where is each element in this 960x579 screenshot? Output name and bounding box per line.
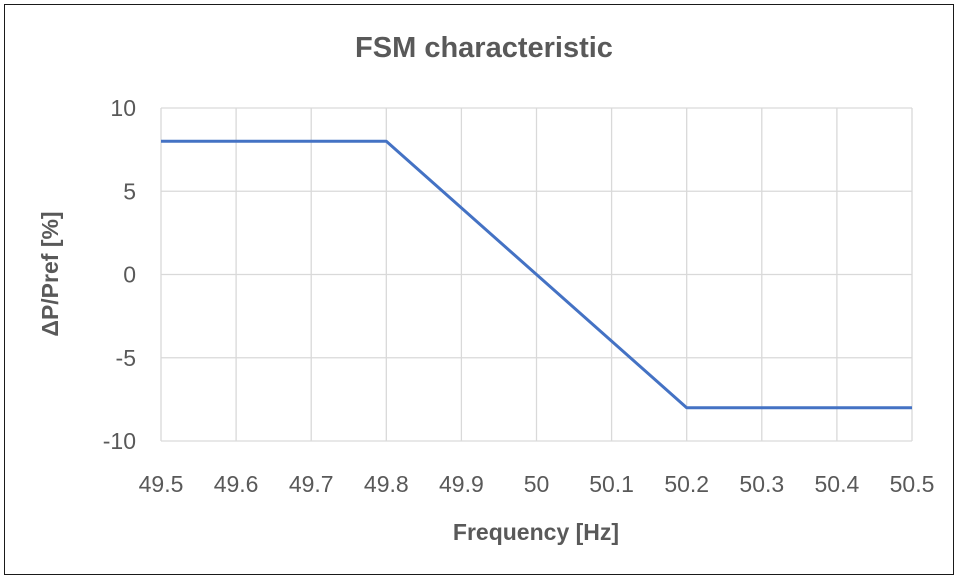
y-tick-label: -5: [116, 345, 136, 371]
x-axis-ticks: 49.5 49.6 49.7 49.8 49.9 50 50.1 50.2 50.3 50.4 50…: [139, 471, 935, 497]
series-layer: [161, 139, 912, 410]
y-tick-label: -10: [103, 428, 136, 454]
x-tick-label: 50: [524, 471, 550, 497]
x-tick-label: 49.8: [364, 471, 409, 497]
x-tick-label: 49.6: [214, 471, 259, 497]
series-line: [161, 139, 912, 410]
y-tick-label: 10: [110, 95, 136, 121]
chart-frame: [4, 4, 954, 575]
x-tick-label: 50.2: [664, 471, 709, 497]
y-tick-label: 0: [123, 262, 136, 288]
x-axis-label: Frequency [Hz]: [453, 519, 619, 545]
x-tick-label: 49.5: [139, 471, 184, 497]
x-tick-label: 49.9: [439, 471, 484, 497]
x-tick-label: 50.4: [815, 471, 860, 497]
y-axis-ticks: 10 5 0 -5 -10: [103, 95, 136, 454]
x-tick-label: 50.3: [739, 471, 784, 497]
x-tick-label: 50.5: [890, 471, 935, 497]
x-tick-label: 50.1: [589, 471, 634, 497]
x-tick-label: 49.7: [289, 471, 334, 497]
chart-title: FSM characteristic: [355, 32, 613, 64]
grid: [160, 107, 913, 442]
y-tick-label: 5: [123, 178, 136, 204]
y-axis-label: ΔP/Pref [%]: [37, 211, 63, 336]
